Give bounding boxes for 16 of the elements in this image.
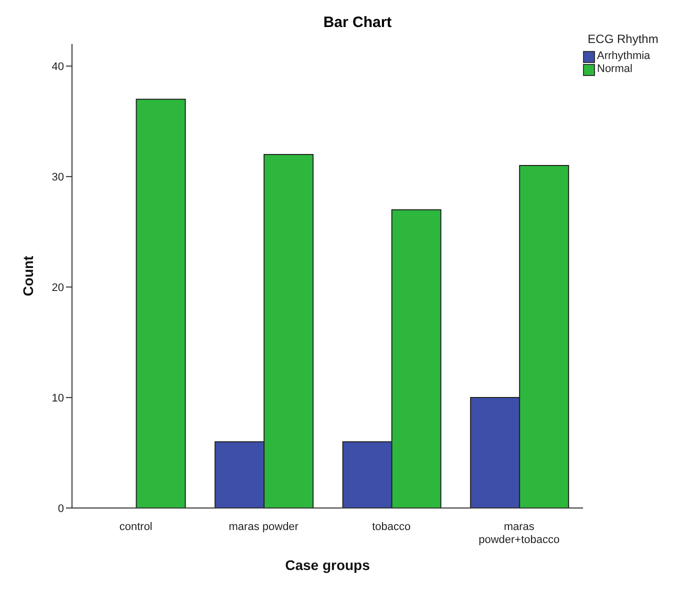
x-tick-label: control xyxy=(119,521,152,533)
chart-title: Bar Chart xyxy=(323,14,392,31)
y-tick-label: 10 xyxy=(52,392,64,404)
y-tick-label: 20 xyxy=(52,282,64,294)
legend-title: ECG Rhythm xyxy=(586,32,660,46)
legend-label: Arrhythmia xyxy=(597,50,650,63)
y-axis-title: Count xyxy=(20,255,36,296)
x-tick-label: maras powder xyxy=(228,521,299,533)
x-axis-title: Case groups xyxy=(285,557,370,573)
x-tick-label: maras powder+tobacco xyxy=(478,521,560,546)
y-tick-label: 40 xyxy=(52,61,64,73)
y-tick-label: 30 xyxy=(52,171,64,184)
y-tick-label: 0 xyxy=(58,502,64,515)
x-tick-label: tobacco xyxy=(372,521,411,533)
bar xyxy=(136,98,186,508)
legend-label: Normal xyxy=(597,63,632,76)
